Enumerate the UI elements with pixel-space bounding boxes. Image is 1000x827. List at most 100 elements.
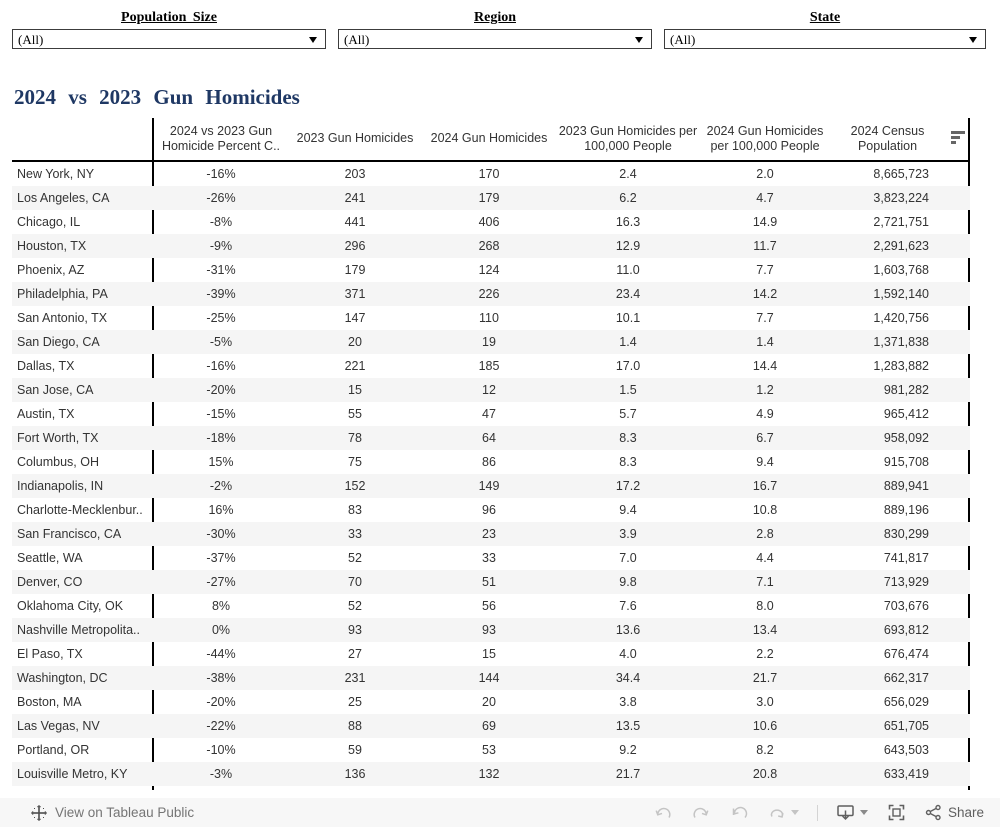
- cell-2023-rate[interactable]: 7.0: [619, 551, 637, 565]
- cell-2024-homicides[interactable]: 15: [482, 647, 496, 661]
- cell-2023-homicides[interactable]: 55: [348, 407, 362, 421]
- cell-city[interactable]: Las Vegas, NV: [17, 719, 100, 733]
- cell-population[interactable]: 1,420,756: [873, 311, 929, 325]
- cell-2023-rate[interactable]: 2.4: [619, 167, 637, 181]
- cell-2024-homicides[interactable]: 144: [478, 671, 500, 685]
- cell-2023-rate[interactable]: 6.2: [619, 191, 637, 205]
- cell-2023-homicides[interactable]: 27: [348, 647, 362, 661]
- cell-percent-change[interactable]: -9%: [209, 239, 233, 253]
- cell-percent-change[interactable]: -39%: [206, 287, 236, 301]
- cell-population[interactable]: 643,503: [883, 743, 929, 757]
- cell-city[interactable]: San Jose, CA: [17, 383, 94, 397]
- cell-2024-homicides[interactable]: 19: [482, 335, 496, 349]
- cell-2024-rate[interactable]: 8.0: [756, 599, 774, 613]
- cell-city[interactable]: San Antonio, TX: [17, 311, 108, 325]
- table-row[interactable]: Las Vegas, NV -22% 88 69 13.5 10.6 651,705: [12, 714, 970, 738]
- cell-2024-rate[interactable]: 7.1: [756, 575, 774, 589]
- table-row[interactable]: Los Angeles, CA -26% 241 179 6.2 4.7 3,823,224: [12, 186, 970, 210]
- cell-city[interactable]: Houston, TX: [17, 239, 87, 253]
- cell-city[interactable]: Washington, DC: [17, 671, 108, 685]
- cell-2023-homicides[interactable]: 70: [348, 575, 362, 589]
- cell-2024-homicides[interactable]: 56: [482, 599, 496, 613]
- cell-2024-homicides[interactable]: 93: [482, 623, 496, 637]
- cell-2023-rate[interactable]: 13.5: [615, 719, 641, 733]
- cell-population[interactable]: 662,317: [883, 671, 929, 685]
- cell-2024-homicides[interactable]: 185: [478, 359, 500, 373]
- cell-population[interactable]: 676,474: [883, 647, 929, 661]
- cell-2023-homicides[interactable]: 296: [344, 239, 366, 253]
- cell-2023-rate[interactable]: 1.4: [619, 335, 637, 349]
- cell-2024-rate[interactable]: 20.8: [752, 767, 778, 781]
- cell-2024-rate[interactable]: 14.9: [752, 215, 778, 229]
- cell-2024-homicides[interactable]: 69: [482, 719, 496, 733]
- table-row[interactable]: San Diego, CA -5% 20 19 1.4 1.4 1,371,838: [12, 330, 970, 354]
- cell-percent-change[interactable]: -20%: [206, 695, 236, 709]
- column-header-2024-homicides[interactable]: 2024 Gun Homicides: [430, 131, 548, 146]
- cell-percent-change[interactable]: -16%: [206, 359, 236, 373]
- cell-2024-homicides[interactable]: 226: [478, 287, 500, 301]
- column-header-2024-rate[interactable]: 2024 Gun Homicides per 100,000 People: [706, 123, 824, 153]
- cell-2024-homicides[interactable]: 20: [482, 695, 496, 709]
- cell-city[interactable]: Indianapolis, IN: [17, 479, 104, 493]
- cell-2023-homicides[interactable]: 33: [348, 527, 362, 541]
- cell-2024-rate[interactable]: 14.2: [752, 287, 778, 301]
- cell-city[interactable]: Denver, CO: [17, 575, 83, 589]
- cell-2024-homicides[interactable]: 406: [478, 215, 500, 229]
- cell-2023-rate[interactable]: 5.7: [619, 407, 637, 421]
- cell-2023-rate[interactable]: 3.9: [619, 527, 637, 541]
- table-row[interactable]: Fort Worth, TX -18% 78 64 8.3 6.7 958,092: [12, 426, 970, 450]
- cell-2023-homicides[interactable]: 441: [344, 215, 366, 229]
- cell-2024-rate[interactable]: 10.6: [752, 719, 778, 733]
- cell-2023-homicides[interactable]: 52: [348, 599, 362, 613]
- cell-percent-change[interactable]: -31%: [206, 263, 236, 277]
- cell-2023-homicides[interactable]: 231: [344, 671, 366, 685]
- cell-percent-change[interactable]: 16%: [208, 503, 234, 517]
- cell-2024-homicides[interactable]: 53: [482, 743, 496, 757]
- cell-2024-homicides[interactable]: 47: [482, 407, 496, 421]
- cell-percent-change[interactable]: -10%: [206, 743, 236, 757]
- table-row[interactable]: New York, NY -16% 203 170 2.4 2.0 8,665,723: [12, 162, 970, 186]
- cell-population[interactable]: 1,371,838: [873, 335, 929, 349]
- cell-percent-change[interactable]: -37%: [206, 551, 236, 565]
- cell-2023-rate[interactable]: 11.0: [616, 263, 640, 277]
- cell-2024-homicides[interactable]: 96: [482, 503, 496, 517]
- cell-2023-homicides[interactable]: 25: [348, 695, 362, 709]
- cell-2024-rate[interactable]: 2.0: [756, 167, 774, 181]
- cell-percent-change[interactable]: -8%: [209, 215, 233, 229]
- cell-2023-rate[interactable]: 13.6: [615, 623, 641, 637]
- cell-city[interactable]: Nashville Metropolita..: [17, 623, 140, 637]
- cell-percent-change[interactable]: 15%: [208, 455, 234, 469]
- cell-population[interactable]: 1,283,882: [873, 359, 929, 373]
- cell-city[interactable]: Louisville Metro, KY: [17, 767, 128, 781]
- column-header-2023-homicides[interactable]: 2023 Gun Homicides: [296, 131, 414, 146]
- cell-city[interactable]: Fort Worth, TX: [17, 431, 99, 445]
- cell-2023-homicides[interactable]: 152: [344, 479, 366, 493]
- table-row[interactable]: San Antonio, TX -25% 147 110 10.1 7.7 1,420,75…: [12, 306, 970, 330]
- cell-city[interactable]: Chicago, IL: [17, 215, 81, 229]
- cell-city[interactable]: Columbus, OH: [17, 455, 99, 469]
- cell-2024-rate[interactable]: 4.7: [756, 191, 774, 205]
- column-header-percent-change[interactable]: 2024 vs 2023 Gun Homicide Percent C..: [161, 123, 281, 153]
- cell-2024-rate[interactable]: 11.7: [753, 239, 777, 253]
- cell-population[interactable]: 981,282: [883, 383, 929, 397]
- cell-city[interactable]: Austin, TX: [17, 407, 75, 421]
- cell-population[interactable]: 703,676: [883, 599, 929, 613]
- cell-population[interactable]: 915,708: [883, 455, 929, 469]
- cell-percent-change[interactable]: -16%: [206, 167, 236, 181]
- cell-2024-homicides[interactable]: 23: [482, 527, 496, 541]
- cell-population[interactable]: 1,603,768: [873, 263, 929, 277]
- cell-percent-change[interactable]: -15%: [206, 407, 236, 421]
- table-row[interactable]: Indianapolis, IN -2% 152 149 17.2 16.7 889,941: [12, 474, 970, 498]
- cell-2023-homicides[interactable]: 52: [348, 551, 362, 565]
- table-row[interactable]: Louisville Metro, KY -3% 136 132 21.7 20.8 633…: [12, 762, 970, 786]
- cell-2024-homicides[interactable]: 179: [478, 191, 500, 205]
- cell-percent-change[interactable]: 0%: [211, 623, 231, 637]
- table-row[interactable]: San Francisco, CA -30% 33 23 3.9 2.8 830,299: [12, 522, 970, 546]
- cell-city[interactable]: Phoenix, AZ: [17, 263, 85, 277]
- cell-2023-rate[interactable]: 9.8: [619, 575, 637, 589]
- cell-2024-homicides[interactable]: 51: [482, 575, 496, 589]
- cell-2023-homicides[interactable]: 179: [344, 263, 366, 277]
- table-row[interactable]: Dallas, TX -16% 221 185 17.0 14.4 1,283,882: [12, 354, 970, 378]
- cell-percent-change[interactable]: -5%: [209, 335, 233, 349]
- cell-population[interactable]: 2,291,623: [873, 239, 929, 253]
